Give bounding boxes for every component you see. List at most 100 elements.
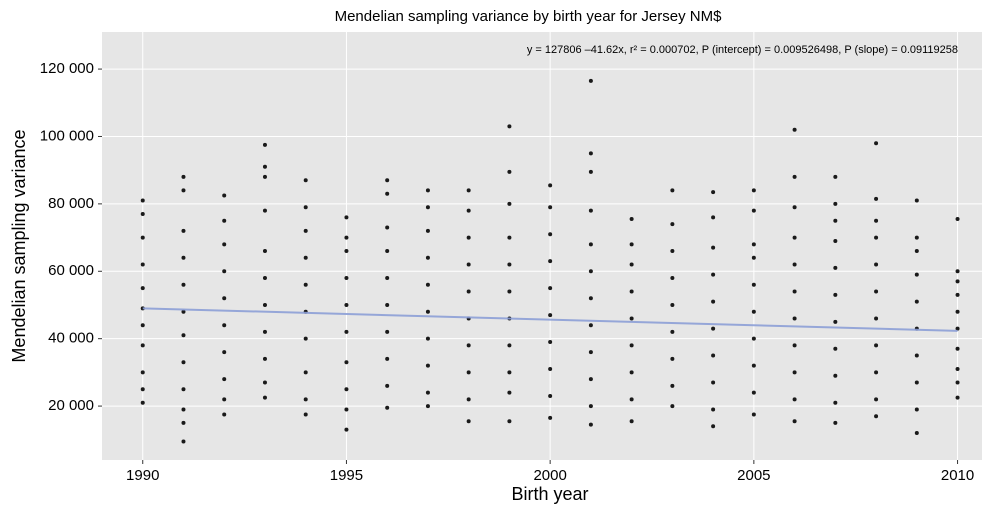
chart-title: Mendelian sampling variance by birth yea…: [335, 8, 722, 25]
data-point: [588, 269, 593, 274]
data-point: [588, 323, 593, 328]
y-tick-label: 80 000: [48, 195, 94, 212]
data-point: [751, 208, 756, 213]
data-point: [303, 336, 308, 341]
data-point: [344, 235, 349, 240]
data-point: [955, 380, 960, 385]
data-point: [955, 217, 960, 222]
data-point: [425, 255, 430, 260]
data-point: [262, 380, 267, 385]
data-point: [303, 412, 308, 417]
data-point: [792, 370, 797, 375]
data-point: [140, 387, 145, 392]
data-point: [262, 356, 267, 361]
data-point: [548, 393, 553, 398]
data-point: [548, 415, 553, 420]
data-point: [466, 289, 471, 294]
data-point: [222, 377, 227, 382]
data-point: [425, 188, 430, 193]
data-point: [833, 201, 838, 206]
data-point: [385, 329, 390, 334]
data-point: [833, 400, 838, 405]
data-point: [833, 346, 838, 351]
data-point: [385, 191, 390, 196]
data-point: [629, 262, 634, 267]
data-point: [425, 228, 430, 233]
data-point: [548, 259, 553, 264]
data-point: [344, 407, 349, 412]
data-point: [385, 302, 390, 307]
x-tick-label: 1995: [330, 467, 363, 484]
y-axis-label: Mendelian sampling variance: [9, 129, 29, 362]
data-point: [874, 262, 879, 267]
data-point: [385, 249, 390, 254]
data-point: [466, 262, 471, 267]
data-point: [588, 242, 593, 247]
data-point: [303, 370, 308, 375]
data-point: [222, 193, 227, 198]
data-point: [344, 215, 349, 220]
annotation: y = 127806 –41.62x, r² = 0.000702, P (in…: [527, 44, 958, 56]
data-point: [548, 183, 553, 188]
data-point: [262, 142, 267, 147]
data-point: [140, 286, 145, 291]
data-point: [670, 383, 675, 388]
data-point: [914, 407, 919, 412]
data-point: [588, 296, 593, 301]
data-point: [344, 387, 349, 392]
data-point: [833, 420, 838, 425]
data-point: [955, 367, 960, 372]
data-point: [344, 302, 349, 307]
data-point: [874, 397, 879, 402]
data-point: [711, 215, 716, 220]
data-point: [711, 272, 716, 277]
data-point: [955, 326, 960, 331]
data-point: [751, 412, 756, 417]
y-tick-label: 120 000: [40, 60, 94, 77]
data-point: [874, 370, 879, 375]
data-point: [833, 238, 838, 243]
data-point: [425, 309, 430, 314]
data-point: [955, 292, 960, 297]
data-point: [425, 363, 430, 368]
data-point: [833, 218, 838, 223]
data-point: [222, 242, 227, 247]
data-point: [588, 404, 593, 409]
data-point: [955, 346, 960, 351]
data-point: [507, 124, 512, 129]
data-point: [711, 326, 716, 331]
data-point: [303, 228, 308, 233]
fit-line: [142, 307, 958, 332]
data-point: [914, 353, 919, 358]
data-point: [955, 309, 960, 314]
data-point: [874, 141, 879, 146]
data-point: [140, 235, 145, 240]
data-point: [792, 127, 797, 132]
data-point: [262, 208, 267, 213]
data-point: [711, 353, 716, 358]
data-point: [425, 390, 430, 395]
data-point: [751, 188, 756, 193]
x-tick-label: 1990: [126, 467, 159, 484]
data-point: [181, 282, 186, 287]
data-point: [181, 228, 186, 233]
data-point: [181, 309, 186, 314]
data-point: [385, 405, 390, 410]
data-point: [466, 188, 471, 193]
data-point: [222, 218, 227, 223]
data-point: [670, 329, 675, 334]
data-point: [670, 249, 675, 254]
data-point: [222, 323, 227, 328]
data-point: [548, 340, 553, 345]
data-point: [507, 289, 512, 294]
data-point: [588, 208, 593, 213]
data-point: [833, 319, 838, 324]
data-point: [914, 235, 919, 240]
data-point: [507, 343, 512, 348]
data-point: [914, 249, 919, 254]
data-point: [629, 397, 634, 402]
data-point: [303, 255, 308, 260]
data-point: [751, 363, 756, 368]
data-point: [629, 370, 634, 375]
data-point: [425, 404, 430, 409]
